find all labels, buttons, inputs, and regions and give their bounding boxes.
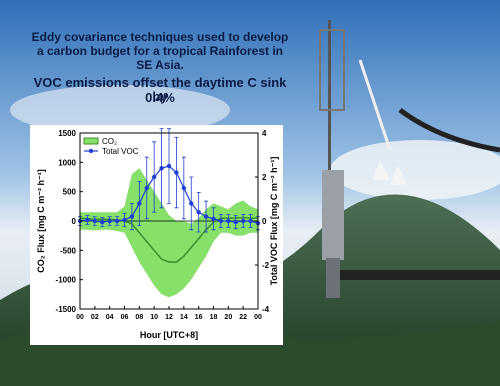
claim-value: 0.4% bbox=[145, 90, 175, 105]
y-tick-label: 0 bbox=[72, 217, 77, 226]
x-tick-label: 16 bbox=[195, 314, 203, 321]
x-tick-label: 00 bbox=[76, 314, 84, 321]
y2-tick-label: 2 bbox=[262, 173, 267, 182]
y-tick-label: 1000 bbox=[58, 158, 76, 167]
co2-band bbox=[80, 168, 258, 298]
voc-point bbox=[100, 219, 105, 225]
voc-point bbox=[174, 170, 179, 175]
x-tick-label: 02 bbox=[91, 314, 99, 321]
x-tick-label: 08 bbox=[135, 314, 143, 321]
y2-tick-label: -4 bbox=[262, 305, 270, 314]
voc-point bbox=[92, 218, 98, 224]
y-tick-label: -1000 bbox=[56, 276, 77, 285]
voc-point bbox=[137, 201, 142, 206]
voc-point bbox=[107, 218, 112, 224]
y-tick-label: 1500 bbox=[58, 129, 76, 138]
voc-point bbox=[240, 218, 246, 224]
legend-label: Total VOC bbox=[102, 147, 139, 156]
voc-point bbox=[189, 201, 194, 206]
x-axis-label: Hour [UTC+8] bbox=[140, 330, 198, 340]
y2-tick-label: -2 bbox=[262, 261, 270, 270]
x-tick-label: 20 bbox=[224, 314, 232, 321]
y-tick-label: 500 bbox=[63, 188, 77, 197]
voc-point bbox=[218, 218, 224, 224]
voc-point bbox=[129, 214, 135, 219]
voc-point bbox=[226, 218, 231, 224]
voc-point bbox=[181, 185, 187, 191]
y2-tick-label: 0 bbox=[262, 217, 267, 226]
voc-point bbox=[159, 166, 164, 171]
title: Eddy covariance techniques used to devel… bbox=[31, 30, 289, 72]
y-tick-label: -1500 bbox=[56, 305, 77, 314]
voc-point bbox=[144, 185, 149, 191]
voc-point bbox=[211, 216, 216, 221]
x-tick-label: 00 bbox=[254, 314, 262, 321]
legend-swatch bbox=[88, 148, 94, 154]
x-tick-label: 10 bbox=[150, 314, 158, 321]
x-tick-label: 12 bbox=[165, 314, 173, 321]
claim: VOC emissions offset the daytime C sink … bbox=[33, 75, 287, 104]
x-tick-label: 18 bbox=[210, 314, 218, 321]
voc-point bbox=[233, 219, 238, 225]
voc-point bbox=[122, 217, 127, 223]
legend-label: CO₂ bbox=[102, 137, 117, 146]
voc-point bbox=[203, 214, 209, 219]
x-tick-label: 14 bbox=[180, 314, 188, 321]
voc-point bbox=[248, 218, 253, 224]
x-tick-label: 22 bbox=[239, 314, 247, 321]
voc-point bbox=[166, 163, 172, 169]
y2-tick-label: 4 bbox=[262, 129, 267, 138]
y-tick-label: -500 bbox=[60, 246, 77, 255]
voc-point bbox=[196, 210, 201, 215]
voc-point bbox=[85, 217, 90, 223]
y2-axis-label: Total VOC Flux [mg C m⁻² h⁻¹] bbox=[269, 157, 279, 286]
voc-point bbox=[151, 174, 157, 180]
legend-swatch bbox=[83, 137, 99, 145]
y-axis-label: CO₂ Flux [mg C m⁻² h⁻¹] bbox=[36, 169, 46, 273]
x-tick-label: 06 bbox=[121, 314, 129, 321]
voc-point bbox=[114, 218, 120, 224]
x-tick-label: 04 bbox=[106, 314, 114, 321]
